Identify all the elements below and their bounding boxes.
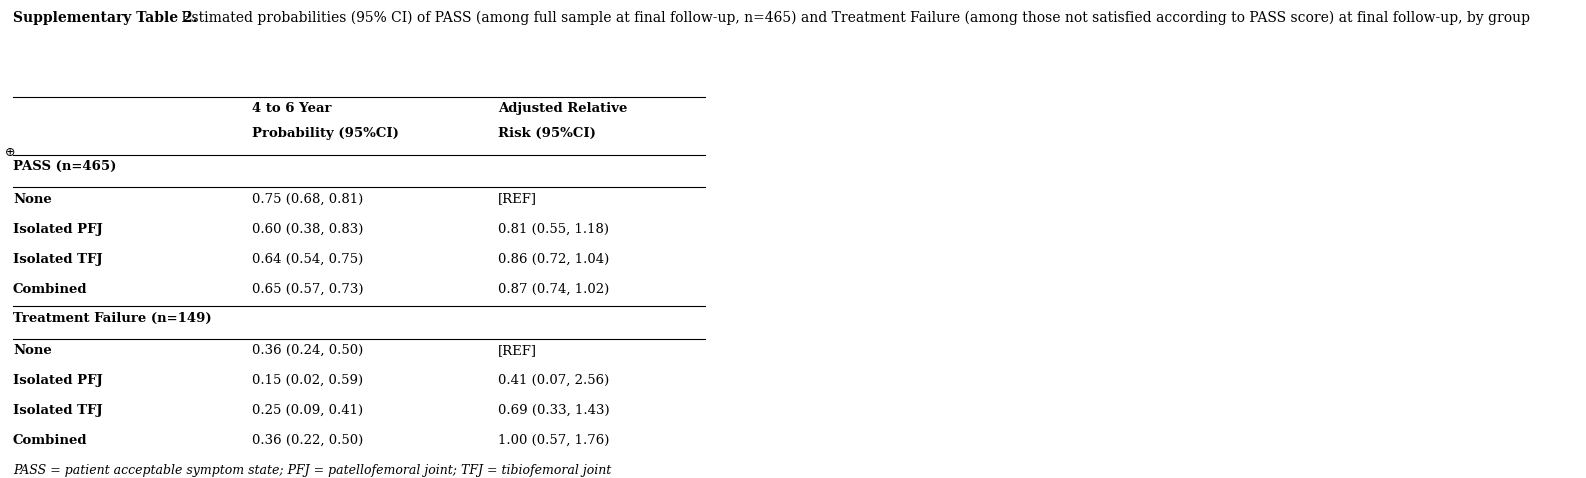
Text: [REF]: [REF] (498, 344, 538, 357)
Text: 0.36 (0.24, 0.50): 0.36 (0.24, 0.50) (252, 344, 363, 357)
Text: 0.36 (0.22, 0.50): 0.36 (0.22, 0.50) (252, 434, 363, 447)
Text: 0.25 (0.09, 0.41): 0.25 (0.09, 0.41) (252, 404, 363, 417)
Text: Probability (95%CI): Probability (95%CI) (252, 127, 400, 141)
Text: Adjusted Relative: Adjusted Relative (498, 102, 628, 116)
Text: 0.60 (0.38, 0.83): 0.60 (0.38, 0.83) (252, 223, 363, 236)
Text: Supplementary Table 2.: Supplementary Table 2. (13, 11, 197, 25)
Text: PASS (n=465): PASS (n=465) (13, 160, 116, 174)
Text: Treatment Failure (n=149): Treatment Failure (n=149) (13, 312, 211, 325)
Text: 0.81 (0.55, 1.18): 0.81 (0.55, 1.18) (498, 223, 609, 236)
Text: 0.41 (0.07, 2.56): 0.41 (0.07, 2.56) (498, 374, 609, 387)
Text: Isolated PFJ: Isolated PFJ (13, 223, 103, 236)
Text: None: None (13, 344, 52, 357)
Text: 0.15 (0.02, 0.59): 0.15 (0.02, 0.59) (252, 374, 363, 387)
Text: Isolated TFJ: Isolated TFJ (13, 404, 103, 417)
Text: 0.86 (0.72, 1.04): 0.86 (0.72, 1.04) (498, 252, 609, 266)
Text: 0.69 (0.33, 1.43): 0.69 (0.33, 1.43) (498, 404, 609, 417)
Text: None: None (13, 193, 52, 206)
Text: 4 to 6 Year: 4 to 6 Year (252, 102, 331, 116)
Text: 0.75 (0.68, 0.81): 0.75 (0.68, 0.81) (252, 193, 363, 206)
Text: 0.64 (0.54, 0.75): 0.64 (0.54, 0.75) (252, 252, 363, 266)
Text: 0.65 (0.57, 0.73): 0.65 (0.57, 0.73) (252, 282, 363, 295)
Text: Combined: Combined (13, 282, 87, 295)
Text: Isolated TFJ: Isolated TFJ (13, 252, 103, 266)
Text: Isolated PFJ: Isolated PFJ (13, 374, 103, 387)
Text: ⊕: ⊕ (5, 146, 16, 159)
Text: Combined: Combined (13, 434, 87, 447)
Text: 0.87 (0.74, 1.02): 0.87 (0.74, 1.02) (498, 282, 609, 295)
Text: PASS = patient acceptable symptom state; PFJ = patellofemoral joint; TFJ = tibio: PASS = patient acceptable symptom state;… (13, 465, 611, 478)
Text: Risk (95%CI): Risk (95%CI) (498, 127, 596, 141)
Text: Estimated probabilities (95% CI) of PASS (among full sample at final follow-up, : Estimated probabilities (95% CI) of PASS… (178, 11, 1530, 25)
Text: [REF]: [REF] (498, 193, 538, 206)
Text: 1.00 (0.57, 1.76): 1.00 (0.57, 1.76) (498, 434, 609, 447)
